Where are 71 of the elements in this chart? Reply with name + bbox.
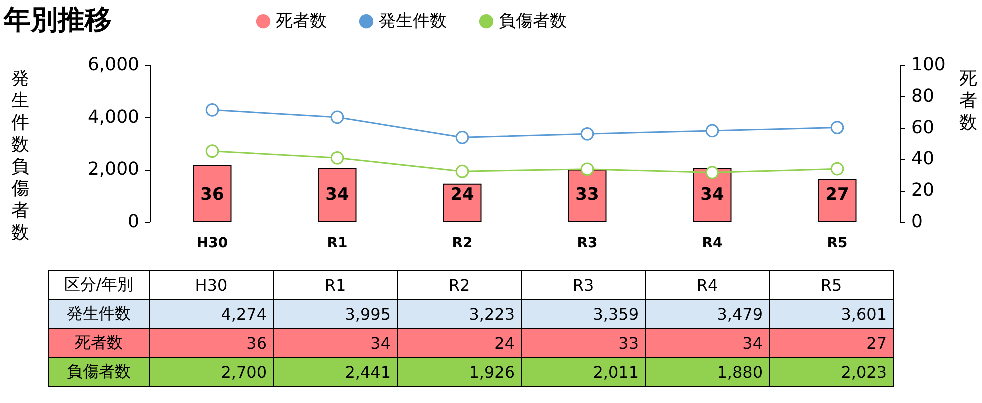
x-tick-label: R4 (702, 236, 724, 252)
point (456, 164, 470, 178)
point (206, 104, 220, 117)
point (580, 162, 594, 176)
point (706, 166, 720, 180)
y-tick-label: 4,000 (88, 106, 140, 128)
data-label: 4,274 (150, 300, 274, 328)
y-tick-label: 6,000 (88, 54, 140, 76)
point (580, 127, 594, 141)
y2-axis-title: 死者数 (960, 68, 978, 134)
y-axis-title: 発生件数負傷者数 (10, 68, 30, 244)
text: 死者数 (75, 332, 123, 352)
y-tick-label: 2,000 (88, 159, 140, 180)
y2-tick-label: 40 (912, 148, 934, 170)
point (706, 124, 720, 138)
x-tick-label: R3 (577, 236, 598, 252)
point (206, 144, 220, 158)
text: 24 (450, 185, 474, 205)
text: 34 (326, 185, 350, 205)
bar (818, 179, 857, 222)
y2-tick-label: 80 (912, 86, 934, 107)
point (330, 110, 344, 124)
bar (193, 164, 232, 222)
data-label: 3,223 (398, 300, 522, 328)
y-tick-label: 0 (128, 212, 140, 232)
point (830, 162, 844, 176)
data-label: 3,995 (274, 300, 398, 328)
legend-label: 発生件数 (379, 12, 447, 32)
y2-tick-label: 20 (912, 180, 934, 202)
point (330, 151, 344, 165)
legend-label: 負傷者数 (499, 12, 567, 32)
data-label: 2,700 (150, 358, 274, 386)
data-label: 3,601 (770, 300, 894, 328)
data-label: 34 (274, 328, 398, 358)
bar (318, 168, 357, 222)
data-label: 1,880 (646, 358, 770, 386)
category-label: R3 (572, 276, 594, 294)
text: 発生件数 (67, 304, 131, 322)
data-label: 34 (646, 328, 770, 358)
x-tick-label: R5 (827, 236, 848, 252)
point (456, 131, 470, 144)
data-label: 3,359 (522, 300, 646, 328)
text: 34 (700, 185, 724, 205)
x-tick-label: R1 (327, 236, 348, 252)
y2-tick-label: 0 (912, 212, 923, 232)
data-label: 2,023 (770, 358, 894, 386)
category-label: R2 (448, 276, 470, 294)
x-tick-label: H30 (196, 236, 228, 252)
y2-tick-label: 100 (912, 54, 946, 76)
text: 27 (826, 185, 850, 205)
x-tick-label: R2 (452, 236, 473, 252)
category-label: R1 (324, 276, 346, 294)
data-label: 33 (522, 328, 646, 358)
category-label: R5 (820, 276, 842, 294)
legend-label: 死者数 (276, 12, 327, 32)
data-label: 1,926 (398, 358, 522, 386)
category-label: H30 (195, 276, 228, 294)
data-label: 2,011 (522, 358, 646, 386)
data-label: 24 (398, 328, 522, 358)
text: 負傷者数 (67, 362, 131, 380)
chart-title: 年別推移 (4, 4, 112, 38)
y2-tick-label: 60 (912, 117, 934, 138)
text: 33 (576, 185, 600, 205)
text: 区分/年別 (48, 270, 150, 300)
data-label: 27 (770, 328, 894, 358)
text: 36 (200, 185, 224, 205)
category-label: R4 (696, 276, 718, 294)
point (830, 121, 844, 134)
data-label: 2,441 (274, 358, 398, 386)
data-label: 36 (150, 328, 274, 358)
data-label: 3,479 (646, 300, 770, 328)
